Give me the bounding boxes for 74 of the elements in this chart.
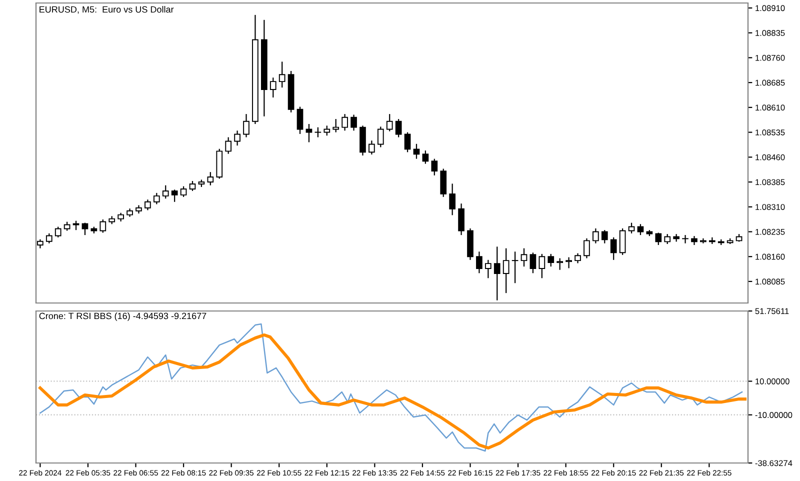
candlestick <box>46 232 52 244</box>
candlestick <box>314 126 322 138</box>
candlestick <box>296 106 304 134</box>
y-tick-label: 1.08685 <box>756 80 785 86</box>
y-tick-label: 1.08235 <box>756 228 785 235</box>
chart-title: EURUSD, M5: Euro vs US Dollar <box>40 6 174 14</box>
candlestick <box>655 232 662 246</box>
candlestick <box>476 251 482 274</box>
candlestick <box>601 230 608 244</box>
chart-title: Crone: T RSI BBS (16) -4.94593 -9.21677 <box>39 312 206 321</box>
candlestick <box>332 118 340 133</box>
candlestick <box>574 252 581 264</box>
candlestick <box>189 180 196 192</box>
candlestick <box>324 125 330 136</box>
candlestick <box>440 168 447 198</box>
candlestick <box>180 186 187 198</box>
candlestick <box>368 140 375 156</box>
candlestick <box>449 183 456 216</box>
y-tick-label: 10.00000 <box>756 378 790 384</box>
y-tick-label: 1.08460 <box>756 154 785 160</box>
candlestick <box>395 118 402 138</box>
candlestick <box>342 113 348 132</box>
candlestick <box>502 248 510 294</box>
candlestick <box>584 238 590 259</box>
candlestick <box>278 61 286 88</box>
y-tick-label: -10.00000 <box>755 412 792 418</box>
y-tick-label: 1.08310 <box>756 204 785 210</box>
candlestick <box>637 224 644 236</box>
candlestick <box>386 113 393 132</box>
candlestick <box>82 222 88 236</box>
y-tick-label: 1.08610 <box>756 104 785 111</box>
candlestick <box>153 192 160 205</box>
candlestick <box>431 158 438 176</box>
candlestick <box>100 218 106 234</box>
y-tick-label: 51.75611 <box>755 308 789 314</box>
candlestick <box>306 123 312 143</box>
candlestick <box>422 150 429 164</box>
candlestick <box>72 220 80 231</box>
candlestick <box>234 130 240 146</box>
candlestick <box>610 236 617 260</box>
candlestick <box>350 114 357 132</box>
candlestick <box>548 253 554 268</box>
candlestick <box>530 252 536 274</box>
candlestick <box>592 228 599 244</box>
candlestick <box>413 143 420 160</box>
candlestick <box>377 126 384 148</box>
y-tick-label: -38.63274 <box>755 460 792 466</box>
candlestick <box>54 226 62 238</box>
candlestick <box>512 251 518 284</box>
candlestick <box>556 258 564 270</box>
candlestick <box>682 234 688 244</box>
candlestick <box>171 189 178 202</box>
candlestick <box>494 246 500 301</box>
candlestick <box>520 248 528 268</box>
candlestick <box>270 77 276 98</box>
y-tick-label: 1.08160 <box>756 254 785 260</box>
candlestick <box>664 233 671 245</box>
candlestick <box>404 132 411 153</box>
candlestick <box>566 256 572 269</box>
candlestick <box>144 199 151 211</box>
candlestick <box>619 228 626 256</box>
candlestick <box>538 253 546 279</box>
candlestick <box>243 113 250 138</box>
y-tick-label: 1.08910 <box>756 5 785 12</box>
candlestick <box>207 172 214 186</box>
y-tick-label: 1.08535 <box>756 129 785 136</box>
y-tick-label: 1.08385 <box>756 179 785 186</box>
y-tick-label: 1.08835 <box>756 30 785 36</box>
candlestick <box>484 259 492 279</box>
candlestick <box>225 136 232 154</box>
y-tick-label: 1.08085 <box>756 278 785 285</box>
y-tick-label: 1.08760 <box>756 54 785 61</box>
candlestick <box>162 184 169 200</box>
candlestick <box>458 202 464 236</box>
